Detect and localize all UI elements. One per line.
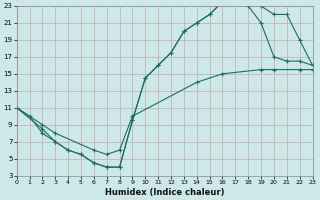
X-axis label: Humidex (Indice chaleur): Humidex (Indice chaleur) xyxy=(105,188,224,197)
